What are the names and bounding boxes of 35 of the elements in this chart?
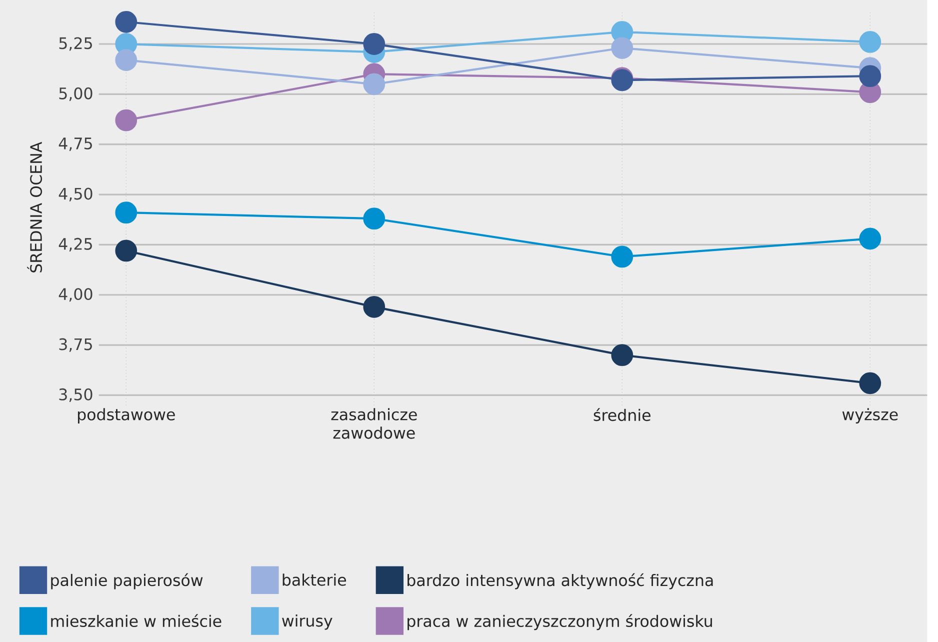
- y-tick-label: 3,75: [59, 338, 92, 352]
- x-tick-label: podstawowe: [78, 408, 175, 424]
- y-tick-label: 4,00: [58, 288, 92, 302]
- point: [363, 32, 386, 55]
- point: [115, 10, 138, 33]
- y-tick-label: 4,25: [58, 238, 92, 252]
- point: [115, 240, 138, 262]
- point: [859, 228, 882, 250]
- legend-label: praca w zanieczyszczonym środowisku: [408, 614, 712, 630]
- point: [115, 109, 138, 131]
- x-tick-label: wyższe: [842, 408, 898, 424]
- point: [611, 246, 634, 268]
- point: [611, 344, 634, 366]
- y-tick-label: 3,50: [59, 388, 92, 402]
- point: [363, 296, 386, 318]
- y-tick-label: 4,50: [58, 188, 92, 202]
- legend-label: bardzo intensywna aktywność fizyczna: [408, 573, 713, 590]
- point: [859, 30, 882, 53]
- point: [859, 372, 882, 394]
- legend-label: palenie papierosów: [51, 573, 203, 589]
- legend-label: mieszkanie w mieście: [51, 614, 222, 627]
- point: [859, 64, 882, 87]
- legend-label: wirusy: [282, 614, 332, 630]
- point: [611, 36, 634, 59]
- y-tick-label: 5,00: [59, 87, 92, 101]
- point: [115, 48, 138, 71]
- legend-label: bakterie: [282, 573, 346, 586]
- point: [363, 207, 386, 230]
- y-tick-label: 5,25: [59, 36, 92, 51]
- y-tick-label: 4,75: [58, 137, 92, 151]
- y-axis-title: ŚREDNIA OCENA: [27, 142, 42, 272]
- point: [363, 72, 386, 95]
- point: [115, 201, 138, 224]
- x-tick-label: średnie: [594, 408, 650, 421]
- x-tick-label: zasadnicze zawodowe: [331, 408, 417, 439]
